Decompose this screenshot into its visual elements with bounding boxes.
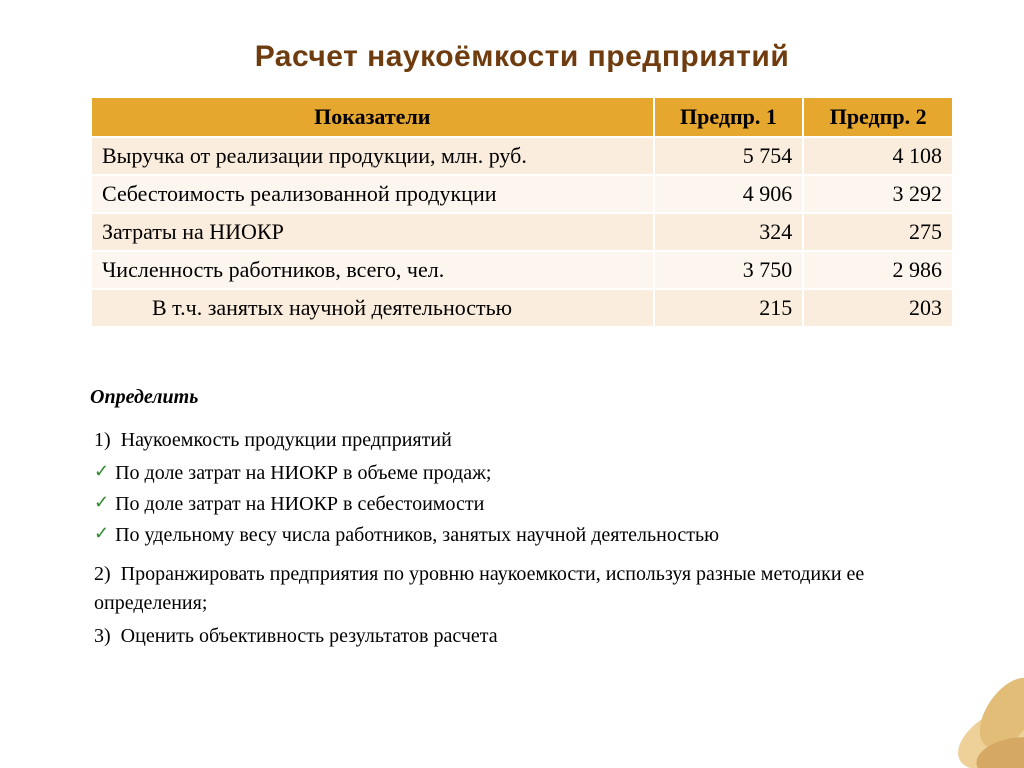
- task-2-text: Проранжировать предприятия по уровню нау…: [94, 563, 864, 614]
- row-val1: 324: [654, 213, 804, 251]
- data-table: Показатели Предпр. 1 Предпр. 2 Выручка о…: [90, 96, 954, 328]
- table-row: Выручка от реализации продукции, млн. ру…: [91, 137, 953, 175]
- sub-item-text: По удельному весу числа работников, заня…: [115, 521, 719, 550]
- row-val2: 203: [803, 289, 953, 327]
- check-icon: ✓: [94, 490, 109, 515]
- check-icon: ✓: [94, 521, 109, 546]
- corner-decoration: [904, 618, 1024, 768]
- row-val2: 4 108: [803, 137, 953, 175]
- check-icon: ✓: [94, 459, 109, 484]
- table-row: В т.ч. занятых научной деятельностью 215…: [91, 289, 953, 327]
- table-row: Численность работников, всего, чел. 3 75…: [91, 251, 953, 289]
- col-header-indicators: Показатели: [91, 97, 654, 137]
- row-val1: 5 754: [654, 137, 804, 175]
- row-label: Себестоимость реализованной продукции: [91, 175, 654, 213]
- row-val1: 4 906: [654, 175, 804, 213]
- table-row: Себестоимость реализованной продукции 4 …: [91, 175, 953, 213]
- task-3-text: Оценить объективность результатов расчет…: [121, 625, 498, 647]
- row-label: Выручка от реализации продукции, млн. ру…: [91, 137, 654, 175]
- task-1-prefix: 1): [94, 429, 111, 451]
- row-val2: 275: [803, 213, 953, 251]
- sub-item-text: По доле затрат на НИОКР в себестоимости: [115, 490, 484, 519]
- task-3-prefix: 3): [94, 625, 111, 647]
- row-val2: 2 986: [803, 251, 953, 289]
- row-val1: 3 750: [654, 251, 804, 289]
- task-2: 2) Проранжировать предприятия по уровню …: [94, 560, 954, 618]
- col-header-ent2: Предпр. 2: [803, 97, 953, 137]
- sub-item: ✓ По удельному весу числа работников, за…: [94, 521, 954, 550]
- tasks-section: Определить 1) Наукоемкость продукции пре…: [90, 383, 954, 651]
- sub-item-text: По доле затрат на НИОКР в объеме продаж;: [115, 459, 491, 488]
- tasks-heading: Определить: [90, 383, 954, 412]
- task-2-prefix: 2): [94, 563, 111, 585]
- task-1-text: Наукоемкость продукции предприятий: [121, 429, 452, 451]
- row-label: Затраты на НИОКР: [91, 213, 654, 251]
- sub-item: ✓ По доле затрат на НИОКР в себестоимост…: [94, 490, 954, 519]
- row-val1: 215: [654, 289, 804, 327]
- task-1: 1) Наукоемкость продукции предприятий: [94, 426, 954, 455]
- task-3: 3) Оценить объективность результатов рас…: [94, 622, 954, 651]
- row-val2: 3 292: [803, 175, 953, 213]
- row-label: Численность работников, всего, чел.: [91, 251, 654, 289]
- table-row: Затраты на НИОКР 324 275: [91, 213, 953, 251]
- sub-item: ✓ По доле затрат на НИОКР в объеме прода…: [94, 459, 954, 488]
- page-title: Расчет наукоёмкости предприятий: [90, 40, 954, 74]
- col-header-ent1: Предпр. 1: [654, 97, 804, 137]
- row-label-indented: В т.ч. занятых научной деятельностью: [91, 289, 654, 327]
- table-header-row: Показатели Предпр. 1 Предпр. 2: [91, 97, 953, 137]
- task-1-sublist: ✓ По доле затрат на НИОКР в объеме прода…: [94, 459, 954, 550]
